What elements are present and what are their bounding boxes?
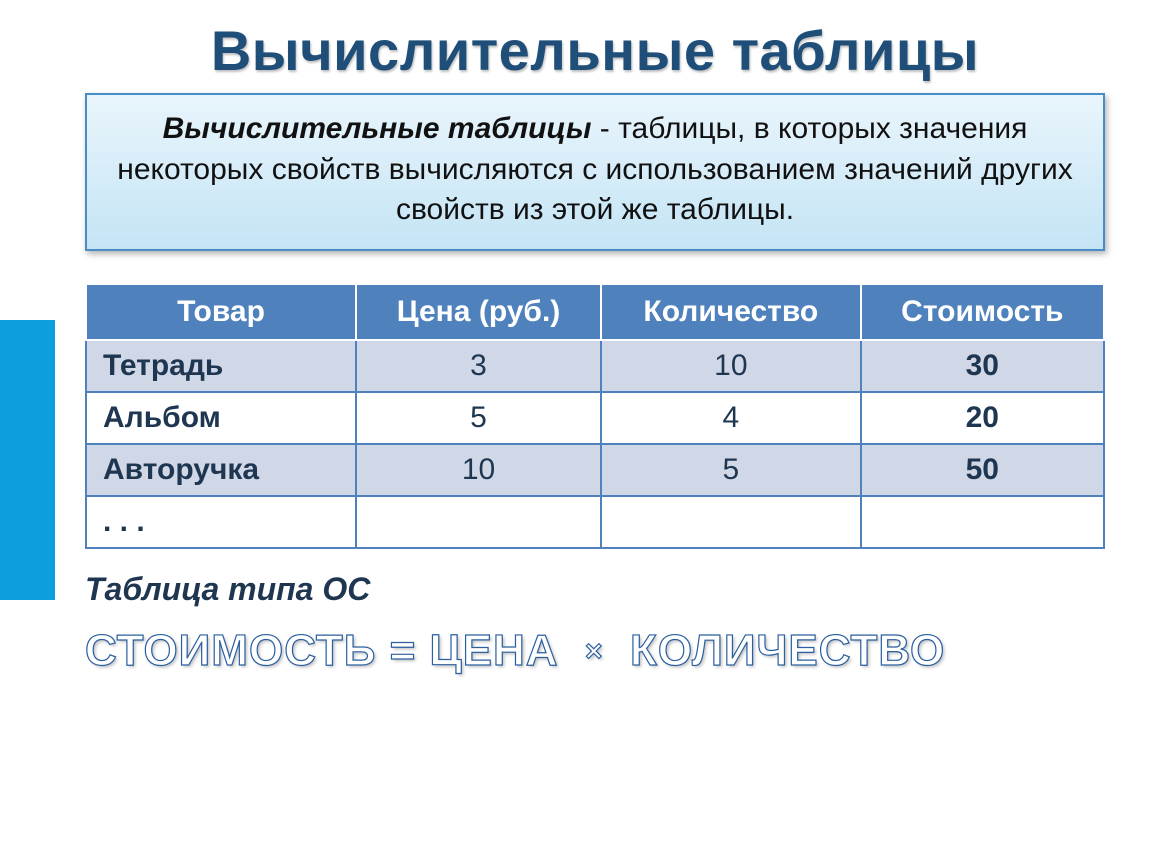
col-header-qty: Количество — [601, 284, 861, 340]
definition-term: Вычислительные таблицы — [163, 112, 592, 145]
col-header-price: Цена (руб.) — [356, 284, 601, 340]
cell-qty: 5 — [601, 444, 861, 496]
col-header-total: Стоимость — [861, 284, 1104, 340]
cell-product: Тетрадь — [86, 340, 356, 392]
formula-mult: × — [585, 635, 604, 668]
formula-b: КОЛИЧЕСТВО — [630, 626, 945, 675]
left-decorative-strip — [0, 320, 55, 600]
cell-qty: 10 — [601, 340, 861, 392]
formula-lhs: СТОИМОСТЬ — [85, 626, 376, 675]
slide-content: Вычислительные таблицы Вычислительные та… — [85, 18, 1105, 676]
table-row: Альбом 5 4 20 — [86, 392, 1104, 444]
cell-product: Авторучка — [86, 444, 356, 496]
cell-price: 3 — [356, 340, 601, 392]
cell-qty — [601, 496, 861, 548]
cell-product: . . . — [86, 496, 356, 548]
col-header-product: Товар — [86, 284, 356, 340]
cell-qty: 4 — [601, 392, 861, 444]
table-row: Тетрадь 3 10 30 — [86, 340, 1104, 392]
cell-price: 5 — [356, 392, 601, 444]
table-header-row: Товар Цена (руб.) Количество Стоимость — [86, 284, 1104, 340]
cell-product: Альбом — [86, 392, 356, 444]
formula-eq: = — [376, 626, 429, 675]
cell-total: 50 — [861, 444, 1104, 496]
table-row: Авторучка 10 5 50 — [86, 444, 1104, 496]
cell-price: 10 — [356, 444, 601, 496]
cell-price — [356, 496, 601, 548]
slide-title: Вычислительные таблицы — [85, 18, 1105, 83]
table-caption: Таблица типа ОС — [85, 571, 1105, 608]
definition-box: Вычислительные таблицы - таблицы, в кото… — [85, 93, 1105, 251]
table-row: . . . — [86, 496, 1104, 548]
formula: СТОИМОСТЬ = ЦЕНА × КОЛИЧЕСТВО — [85, 626, 1105, 676]
computation-table: Товар Цена (руб.) Количество Стоимость Т… — [85, 283, 1105, 549]
cell-total: 20 — [861, 392, 1104, 444]
formula-a: ЦЕНА — [430, 626, 559, 675]
cell-total — [861, 496, 1104, 548]
cell-total: 30 — [861, 340, 1104, 392]
